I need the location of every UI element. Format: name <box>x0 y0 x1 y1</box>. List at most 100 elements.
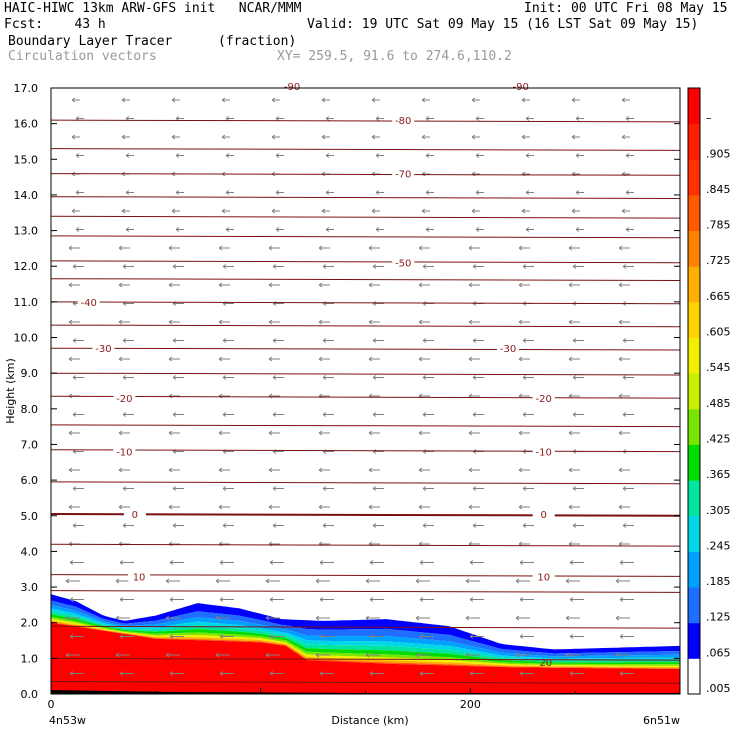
vector-arrow <box>625 227 634 232</box>
vector-arrow <box>218 467 230 473</box>
vector-arrow <box>122 486 134 491</box>
colorbar-swatch <box>688 587 700 624</box>
colorbar-label: .665 <box>706 290 731 303</box>
colorbar-frame <box>687 87 701 695</box>
contour-labels: -80-70-50-40-30 -30-20 -20-10 -100 010 1020-9… <box>77 82 555 669</box>
vector-arrow <box>268 430 280 436</box>
contour-label: 10 <box>537 572 550 583</box>
vector-arrow <box>615 615 630 621</box>
vector-arrow <box>222 375 234 380</box>
vector-arrow <box>569 671 584 676</box>
vector-arrow <box>622 412 634 417</box>
vector-arrow <box>519 634 534 639</box>
colorbar-label: .485 <box>706 397 731 410</box>
vector-arrow <box>315 652 330 658</box>
contour-line <box>50 148 681 151</box>
vector-arrow <box>219 560 234 565</box>
vector-arrow <box>422 412 434 417</box>
vector-arrow <box>368 319 380 325</box>
vector-arrow <box>169 597 184 602</box>
vector-arrow <box>418 245 430 251</box>
vector-arrow <box>175 116 184 121</box>
vector-arrow <box>69 597 84 602</box>
vector-arrow <box>268 467 280 473</box>
colorbar-swatch <box>688 515 700 552</box>
field-name: Boundary Layer Tracer <box>8 34 173 49</box>
colorbar-swatch <box>688 159 700 196</box>
vector-arrow <box>172 523 184 528</box>
vector-arrow <box>565 652 580 658</box>
vector-arrow <box>568 504 580 510</box>
vector-arrow <box>572 412 584 417</box>
vector-arrow <box>318 319 330 325</box>
x-tick-label: 0 <box>48 698 55 711</box>
vector-arrow <box>472 338 484 343</box>
vector-arrow <box>175 227 184 232</box>
vector-arrow <box>218 393 230 399</box>
contour-line <box>50 625 681 629</box>
colorbar-label: .425 <box>706 433 731 446</box>
vector-arrow <box>368 430 380 436</box>
vector-arrow <box>422 486 434 491</box>
vector-arrow <box>468 356 480 362</box>
vector-arrow <box>319 634 334 639</box>
vector-arrow <box>372 523 384 528</box>
contour-line <box>50 513 681 517</box>
vector-arrow <box>518 356 530 362</box>
vector-arrow <box>225 190 234 195</box>
vector-arrow <box>475 153 484 158</box>
contour-line <box>50 324 681 328</box>
vector-arrow <box>272 412 284 417</box>
colorbar-label: .185 <box>706 575 731 588</box>
vector-arrow <box>68 467 80 473</box>
contour-label-bg <box>392 256 415 268</box>
contour-line <box>50 590 681 593</box>
vector-arrow <box>168 356 180 362</box>
vector-arrow <box>118 282 130 288</box>
xy-readout: XY= 259.5, 91.6 to 274.6,110.2 <box>277 49 512 64</box>
colorbar-swatch <box>688 123 700 160</box>
vector-arrow <box>468 282 480 288</box>
vector-arrow <box>565 615 580 621</box>
colorbar-label: .245 <box>706 539 731 552</box>
vector-arrow <box>422 264 434 269</box>
vector-arrow <box>518 282 530 288</box>
contour-label: -10 <box>536 448 552 459</box>
colorbar-label: .005 <box>706 682 731 695</box>
vector-arrow <box>575 116 584 121</box>
vector-arrow <box>72 412 84 417</box>
vector-arrow <box>318 245 330 251</box>
vector-arrow <box>168 282 180 288</box>
vector-arrow <box>365 615 380 621</box>
vector-arrow <box>168 504 180 510</box>
vector-arrow <box>618 356 630 362</box>
vector-arrow <box>475 190 484 195</box>
vector-arrow <box>168 467 180 473</box>
vector-arrow <box>68 319 80 325</box>
vector-arrow <box>171 208 180 214</box>
contour-line <box>50 657 681 661</box>
colorbar-swatch <box>688 373 700 410</box>
vector-arrow <box>168 245 180 251</box>
y-axis: 0.0 1.0 2.0 3.0 4.0 5.0 6.0 7.0 8.0 9.0 10.0 11.0 12… <box>14 82 680 701</box>
vector-arrow <box>119 560 134 565</box>
contour-line <box>50 301 681 305</box>
contour-label-bg <box>113 392 136 404</box>
vector-arrow <box>372 301 384 306</box>
vector-arrow <box>369 597 384 602</box>
tracer-fill <box>51 594 680 694</box>
contour-label-bg <box>532 507 555 519</box>
vector-arrow <box>575 190 584 195</box>
vector-arrow <box>372 338 384 343</box>
header-line2-right: Valid: 19 UTC Sat 09 May 15 (16 LST Sat … <box>307 17 699 32</box>
y-tick-label: 1.0 <box>21 652 39 665</box>
vector-arrow <box>172 486 184 491</box>
header-line1-right: Init: 00 UTC Fri 08 May 15 <box>524 1 728 16</box>
colorbar-swatch <box>688 337 700 374</box>
contour-line <box>50 196 681 199</box>
vector-arrow <box>68 282 80 288</box>
vector-arrow <box>218 541 230 547</box>
vector-arrow <box>165 615 180 621</box>
colorbar-label: .125 <box>706 611 731 624</box>
vector-arrow <box>568 356 580 362</box>
